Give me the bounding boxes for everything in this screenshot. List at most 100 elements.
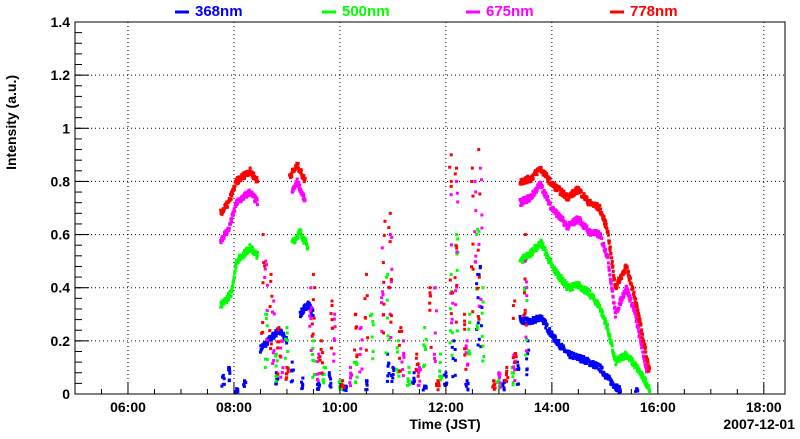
data-point [481,344,485,348]
data-point [583,291,587,295]
data-point [471,242,475,246]
data-point [274,334,278,338]
y-tick-label: 1 [62,120,70,136]
data-point [561,216,565,220]
data-point [547,328,551,332]
data-point [598,363,602,367]
data-point [628,274,632,278]
data-point [523,201,527,205]
data-point [249,250,253,254]
data-point [452,339,456,343]
data-point [354,381,358,385]
data-point [455,191,459,195]
data-point [448,165,452,169]
data-point [605,325,609,329]
data-point [481,359,485,363]
data-point [242,251,246,255]
data-point [229,192,233,196]
data-point [527,348,531,352]
data-point [354,326,358,330]
data-point [646,360,650,364]
data-point [477,304,481,308]
data-point [318,358,322,362]
data-point [285,376,289,380]
data-point [579,189,583,193]
data-point [289,380,293,384]
data-point [365,294,369,298]
data-point [329,377,333,381]
data-point [229,197,233,201]
data-point [511,356,515,360]
data-point [617,385,621,389]
data-point [428,291,432,295]
data-point [269,272,273,276]
data-point [501,382,505,386]
data-point [230,217,234,221]
data-point [385,298,389,302]
data-point [454,303,458,307]
data-point [606,261,610,265]
data-point [255,254,259,258]
data-point [568,354,572,358]
data-point [555,269,559,273]
data-point [453,347,457,351]
data-point [448,278,452,282]
data-point [582,285,586,289]
data-point [359,347,363,351]
data-point [235,387,239,391]
data-point [290,360,294,364]
data-point [274,364,278,368]
data-point [386,364,390,368]
data-point [232,188,236,192]
data-point [579,354,583,358]
data-point [514,352,518,356]
data-point [364,379,368,383]
data-point [639,321,643,325]
x-tick-label: 14:00 [534,399,570,415]
data-point [308,303,312,307]
data-point [477,148,481,152]
data-point [565,225,569,229]
data-point [557,341,561,345]
data-point [349,384,353,388]
data-point [524,335,528,339]
data-point [644,350,648,354]
data-point [630,357,634,361]
data-point [250,245,254,249]
data-point [231,281,235,285]
data-point [635,305,639,309]
data-point [551,180,555,184]
data-point [302,195,306,199]
data-point [449,312,453,316]
data-point [299,168,303,172]
data-point [329,381,333,385]
data-point [480,334,484,338]
data-point [232,277,236,281]
data-point [552,338,556,342]
data-point [479,324,483,328]
data-point [582,354,586,358]
data-point [609,279,613,283]
data-point [220,384,224,388]
data-point [412,371,416,375]
data-point [308,324,312,328]
data-point [332,337,336,341]
data-point [550,330,554,334]
data-point [523,181,527,185]
data-point [231,284,235,288]
data-point [545,322,549,326]
data-point [422,363,426,367]
data-point [643,357,647,361]
data-point [522,318,526,322]
data-point [479,178,483,182]
data-point [448,341,452,345]
data-point [610,341,614,345]
data-point [261,321,265,325]
data-point [463,347,467,351]
data-point [479,297,483,301]
data-point [624,284,628,288]
data-point [604,247,608,251]
data-point [636,308,640,312]
data-point [371,323,375,327]
data-point [645,369,649,373]
